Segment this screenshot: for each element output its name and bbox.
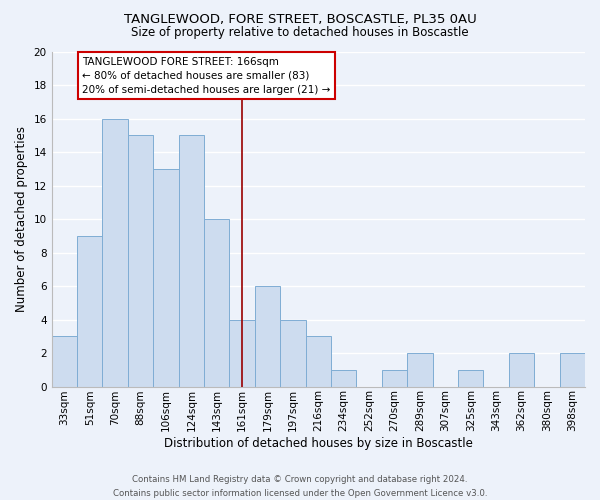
Text: TANGLEWOOD, FORE STREET, BOSCASTLE, PL35 0AU: TANGLEWOOD, FORE STREET, BOSCASTLE, PL35… <box>124 12 476 26</box>
Bar <box>407 353 433 386</box>
Text: Contains HM Land Registry data © Crown copyright and database right 2024.
Contai: Contains HM Land Registry data © Crown c… <box>113 476 487 498</box>
Bar <box>305 336 331 386</box>
Bar <box>128 136 153 386</box>
Bar <box>204 219 229 386</box>
Bar <box>509 353 534 386</box>
Text: Size of property relative to detached houses in Boscastle: Size of property relative to detached ho… <box>131 26 469 39</box>
Bar <box>560 353 585 386</box>
Bar <box>458 370 484 386</box>
Bar <box>280 320 305 386</box>
Bar <box>52 336 77 386</box>
Bar <box>103 118 128 386</box>
Bar <box>255 286 280 386</box>
Text: TANGLEWOOD FORE STREET: 166sqm
← 80% of detached houses are smaller (83)
20% of : TANGLEWOOD FORE STREET: 166sqm ← 80% of … <box>82 56 331 94</box>
X-axis label: Distribution of detached houses by size in Boscastle: Distribution of detached houses by size … <box>164 437 473 450</box>
Bar <box>382 370 407 386</box>
Bar <box>153 169 179 386</box>
Bar <box>77 236 103 386</box>
Y-axis label: Number of detached properties: Number of detached properties <box>15 126 28 312</box>
Bar <box>179 136 204 386</box>
Bar <box>229 320 255 386</box>
Bar <box>331 370 356 386</box>
